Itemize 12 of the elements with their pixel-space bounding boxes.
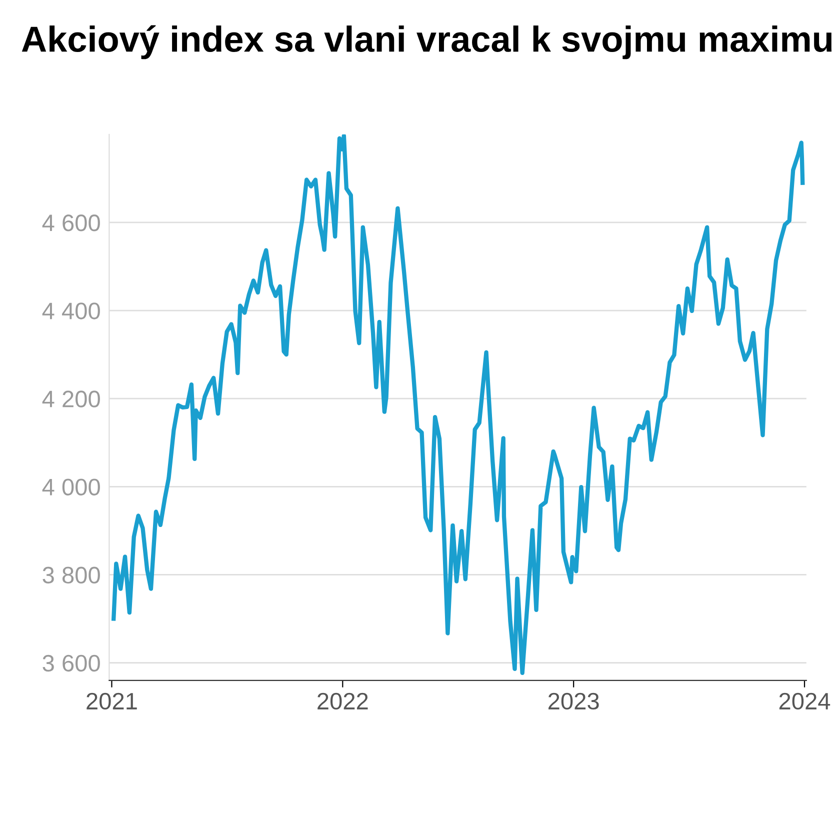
y-tick-label: 3 600 xyxy=(42,654,100,672)
x-tick-label: 2021 xyxy=(86,692,137,710)
x-tick-label: 2022 xyxy=(318,692,368,710)
y-tick-label: 4 000 xyxy=(42,478,100,496)
x-tick-label: 2023 xyxy=(548,692,599,710)
chart-title: Akciový index sa vlani vracal k svojmu maximu xyxy=(22,25,832,60)
y-tick-label: 4 600 xyxy=(42,214,100,232)
line-series xyxy=(112,134,805,675)
y-tick-label: 4 200 xyxy=(42,390,100,408)
y-tick-label: 3 800 xyxy=(42,566,100,584)
y-tick-label: 4 400 xyxy=(42,302,100,320)
x-tick-label: 2024 xyxy=(779,692,830,710)
